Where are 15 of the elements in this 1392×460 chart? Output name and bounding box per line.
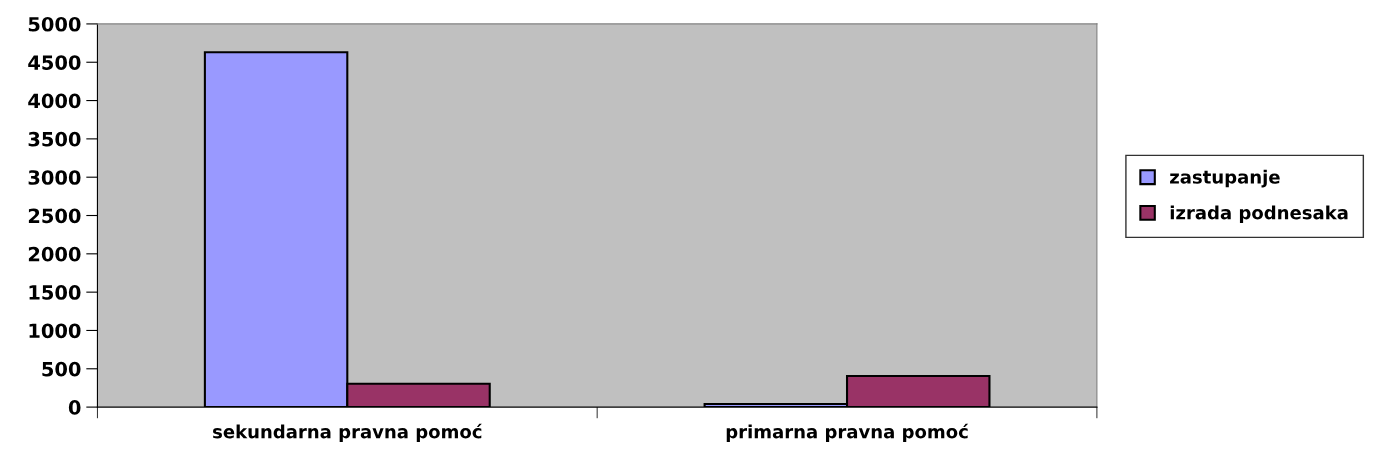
y-tick-label: 1500	[29, 285, 81, 300]
y-tick-label: 5000	[28, 16, 81, 32]
y-tick-label: 500	[42, 361, 81, 377]
y-tick-label: 3500	[28, 131, 81, 147]
legend-label: izrada podnesaka	[1170, 205, 1348, 223]
y-tick-label: 0	[68, 400, 81, 415]
y-tick-label: 4500	[28, 55, 81, 70]
y-tick-label: 1000	[29, 323, 81, 339]
y-tick-label: 2500	[28, 208, 81, 224]
y-tick-label: 2000	[28, 246, 81, 262]
x-tick-label: primarna pravna pomoć	[726, 423, 969, 442]
y-tick-label: 4000	[28, 93, 81, 109]
legend-label: zastupanje	[1170, 169, 1280, 188]
x-tick-label: sekundarna pravna pomoć	[213, 423, 482, 442]
y-tick-label: 3000	[28, 170, 81, 185]
